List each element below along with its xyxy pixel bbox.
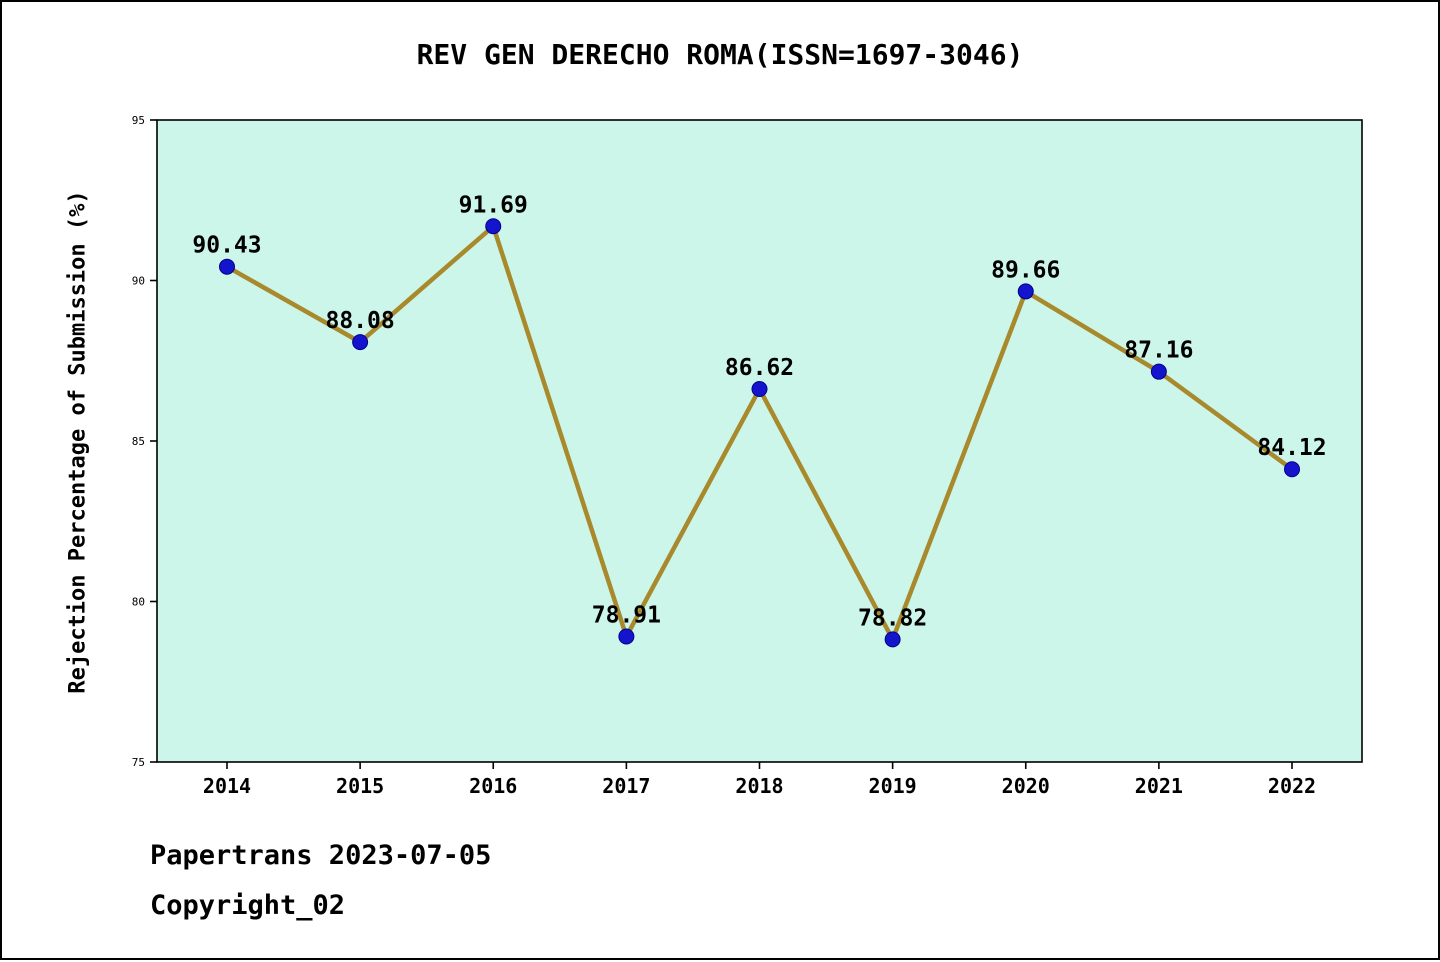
data-point: [352, 334, 369, 351]
data-label: 86.62: [725, 355, 794, 381]
data-point: [1017, 283, 1034, 300]
plot-area: [156, 119, 1363, 763]
y-tick-label: 85: [132, 435, 145, 448]
x-tick-label: 2022: [1268, 774, 1316, 798]
chart-title: REV GEN DERECHO ROMA(ISSN=1697-3046): [416, 38, 1024, 71]
data-label: 90.43: [192, 233, 261, 259]
data-label: 78.91: [592, 602, 661, 628]
data-point: [1284, 461, 1300, 478]
x-tick-label: 2016: [469, 774, 517, 798]
data-label: 87.16: [1124, 338, 1193, 364]
data-label: 88.08: [326, 308, 395, 334]
x-tick-label: 2017: [602, 774, 650, 798]
data-point: [219, 258, 235, 275]
data-label: 78.82: [858, 605, 927, 631]
x-tick-label: 2021: [1135, 774, 1183, 798]
x-tick-label: 2019: [869, 774, 917, 798]
y-tick-label: 80: [132, 596, 145, 609]
y-tick-label: 95: [132, 114, 145, 127]
x-tick-label: 2018: [735, 774, 783, 798]
y-tick-label: 90: [132, 275, 145, 288]
data-point: [884, 631, 901, 648]
data-label: 84.12: [1257, 435, 1326, 461]
footer-copyright: Copyright_02: [150, 890, 346, 921]
footer-source-date: Papertrans 2023-07-05: [150, 840, 492, 871]
data-label: 91.69: [459, 192, 528, 218]
y-tick-label: 75: [132, 756, 145, 769]
data-point: [618, 628, 635, 645]
data-point: [1150, 363, 1167, 380]
data-point: [485, 218, 502, 235]
x-tick-label: 2015: [336, 774, 384, 798]
x-tick-label: 2014: [203, 774, 251, 798]
data-point: [751, 380, 768, 397]
x-tick-label: 2020: [1002, 774, 1050, 798]
data-label: 89.66: [991, 257, 1060, 283]
